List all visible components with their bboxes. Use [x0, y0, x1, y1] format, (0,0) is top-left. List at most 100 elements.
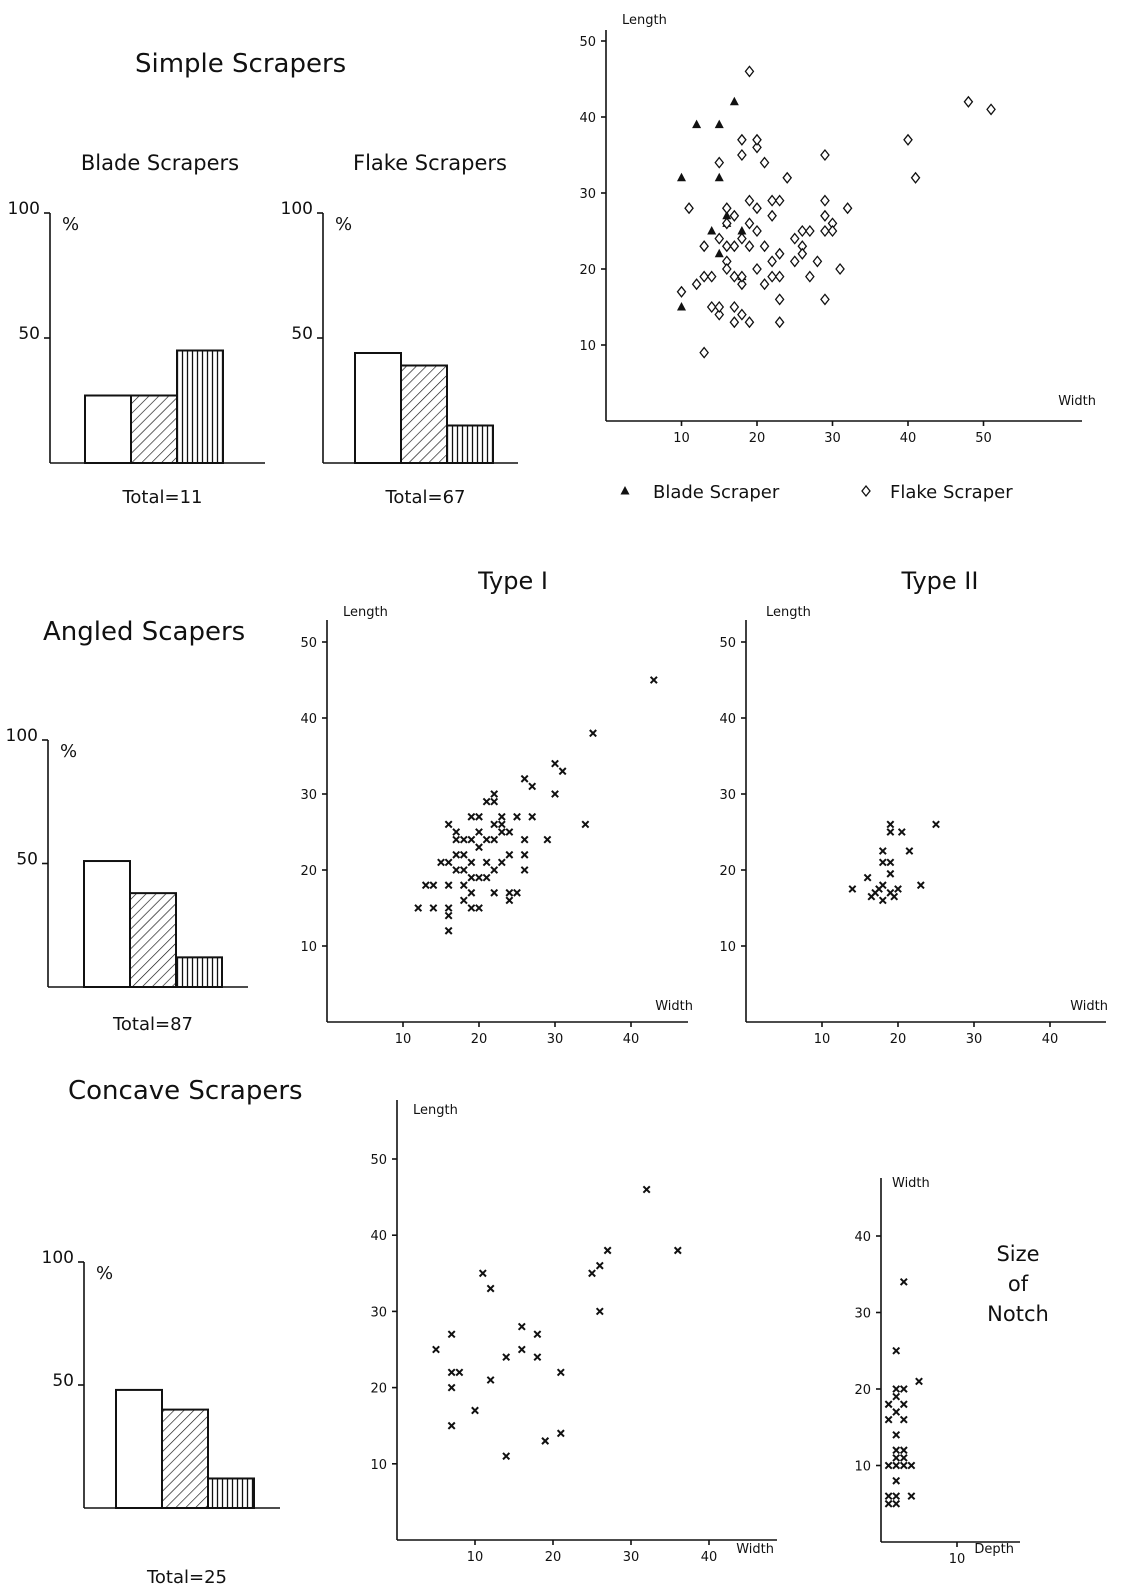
point-x — [447, 1330, 456, 1339]
point-x — [459, 896, 468, 905]
point-x — [490, 866, 499, 874]
point-x — [878, 896, 887, 905]
point-flake-scraper — [805, 224, 815, 238]
y-tick-label: 50 — [300, 636, 317, 651]
point-x — [490, 797, 499, 806]
point-flake-scraper — [737, 148, 747, 162]
y-tick-label: 30 — [370, 1305, 387, 1320]
point-blade-scraper — [707, 226, 717, 235]
point-x — [520, 774, 529, 783]
point-flake-scraper — [820, 194, 830, 207]
point-x — [520, 835, 529, 844]
point-x — [444, 820, 453, 829]
point-flake-scraper — [759, 156, 770, 169]
point-x — [848, 885, 857, 893]
point-x — [467, 858, 476, 867]
point-x — [429, 904, 438, 912]
point-flake-scraper — [767, 255, 777, 268]
point-x — [459, 835, 468, 844]
point-blade-scraper — [714, 172, 724, 182]
y-tick-label: 30 — [719, 788, 736, 803]
y-tick-label: 20 — [300, 864, 317, 879]
point-flake-scraper — [789, 232, 800, 245]
x-tick-label: 20 — [545, 1550, 562, 1565]
point-x — [490, 820, 499, 829]
point-flake-scraper — [714, 300, 725, 314]
x-tick-label: 40 — [701, 1550, 718, 1565]
point-flake-scraper — [820, 224, 830, 238]
point-flake-scraper — [861, 484, 871, 498]
point-x — [878, 858, 887, 867]
point-x — [543, 835, 552, 844]
x-tick-label: 30 — [547, 1032, 564, 1047]
point-x — [513, 812, 521, 821]
bar-plain — [84, 394, 132, 464]
point-x — [892, 1392, 901, 1401]
point-x — [595, 1261, 604, 1270]
point-x — [517, 1322, 526, 1331]
point-flake-scraper — [759, 240, 770, 253]
point-x — [541, 1437, 550, 1445]
point-flake-scraper — [691, 278, 702, 291]
bar-diagonal-hatch — [400, 364, 448, 464]
point-x — [486, 1376, 495, 1384]
point-x — [429, 881, 438, 890]
y-axis-label: Length — [413, 1103, 458, 1118]
y-tick-label: 50 — [370, 1153, 387, 1168]
point-x — [907, 1461, 916, 1470]
point-x — [863, 873, 872, 882]
total-label: Total=67 — [384, 487, 465, 508]
point-x — [892, 1430, 901, 1439]
x-axis-label: Depth — [974, 1542, 1014, 1557]
point-x — [459, 850, 468, 859]
point-x — [528, 782, 537, 791]
point-x — [884, 1499, 893, 1508]
notch-size-scatter: 10 20 30 40 10 Width Depth — [854, 1176, 1020, 1567]
point-x — [482, 797, 491, 806]
point-x — [892, 1461, 901, 1470]
total-label: Total=11 — [121, 487, 202, 508]
point-x — [603, 1246, 612, 1255]
y-tick-label: 50 — [52, 1371, 74, 1391]
y-axis-label: Length — [622, 13, 667, 28]
point-flake-scraper — [820, 148, 830, 162]
point-x — [505, 888, 514, 897]
point-x — [517, 1345, 526, 1354]
x-tick-label: 20 — [749, 431, 766, 446]
y-tick-label: 10 — [370, 1458, 387, 1473]
point-flake-scraper — [752, 224, 762, 238]
point-blade-scraper — [677, 302, 686, 311]
point-x — [886, 858, 895, 867]
y-axis-label: Length — [766, 605, 811, 620]
point-x — [558, 767, 567, 776]
point-x — [905, 847, 914, 855]
x-axis-label: Width — [1070, 999, 1108, 1014]
point-x — [452, 828, 461, 836]
concave-scrapers-title: Concave Scrapers — [68, 1076, 303, 1106]
point-x — [475, 904, 483, 912]
x-tick-label: 10 — [395, 1032, 412, 1047]
y-axis-label: Length — [343, 605, 388, 620]
point-x — [452, 850, 461, 859]
y-tick-label: 20 — [719, 864, 736, 879]
legend-label: Blade Scraper — [653, 482, 780, 503]
point-x — [467, 888, 476, 897]
x-tick-label: 10 — [467, 1550, 484, 1565]
x-tick-label: 10 — [673, 431, 690, 446]
point-blade-scraper — [677, 172, 686, 182]
point-x — [649, 676, 658, 684]
point-x — [556, 1368, 565, 1377]
point-x — [595, 1307, 604, 1316]
x-tick-label: 10 — [949, 1552, 966, 1567]
y-tick-label: 40 — [579, 111, 596, 126]
point-x — [513, 888, 521, 897]
point-flake-scraper — [714, 232, 725, 245]
point-x — [915, 1377, 923, 1386]
point-flake-scraper — [744, 316, 755, 329]
y-tick-label: 10 — [579, 339, 596, 354]
point-x — [907, 1492, 916, 1501]
point-x — [892, 1492, 901, 1501]
point-flake-scraper — [737, 278, 747, 291]
point-x — [490, 888, 499, 897]
point-flake-scraper — [737, 133, 747, 146]
